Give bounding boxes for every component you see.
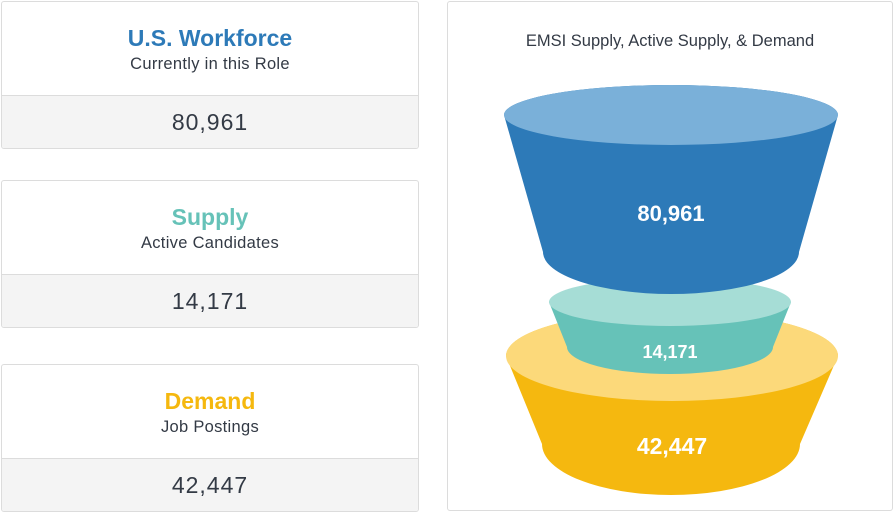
funnel-chart-card: EMSI Supply, Active Supply, & Demand 42,… <box>447 1 893 511</box>
workforce-card: U.S. Workforce Currently in this Role 80… <box>1 1 419 149</box>
supply-title: Supply <box>171 203 249 230</box>
chart-title: EMSI Supply, Active Supply, & Demand <box>525 32 815 50</box>
demand-card-header: Demand Job Postings <box>2 365 418 458</box>
supply-segment-top <box>549 278 791 326</box>
supply-segment-label: 14,171 <box>642 342 697 362</box>
workforce-title: U.S. Workforce <box>127 24 293 51</box>
demand-card: Demand Job Postings 42,447 <box>1 364 419 512</box>
funnel-segment-workforce: 80,961 <box>504 85 838 294</box>
supply-value: 14,171 <box>2 274 418 327</box>
demand-segment-label: 42,447 <box>637 433 707 459</box>
workforce-value: 80,961 <box>2 95 418 148</box>
demand-title: Demand <box>164 387 256 414</box>
supply-card-header: Supply Active Candidates <box>2 181 418 274</box>
workforce-card-header: U.S. Workforce Currently in this Role <box>2 2 418 95</box>
workforce-segment-top <box>504 85 838 145</box>
supply-card: Supply Active Candidates 14,171 <box>1 180 419 328</box>
demand-value: 42,447 <box>2 458 418 511</box>
workforce-segment-label: 80,961 <box>637 201 704 226</box>
funnel-chart: 42,447 14,171 80,961 <box>504 85 838 495</box>
supply-subtitle: Active Candidates <box>140 233 280 252</box>
funnel-segment-supply: 14,171 <box>549 278 791 374</box>
demand-subtitle: Job Postings <box>160 417 260 436</box>
workforce-subtitle: Currently in this Role <box>130 54 290 73</box>
